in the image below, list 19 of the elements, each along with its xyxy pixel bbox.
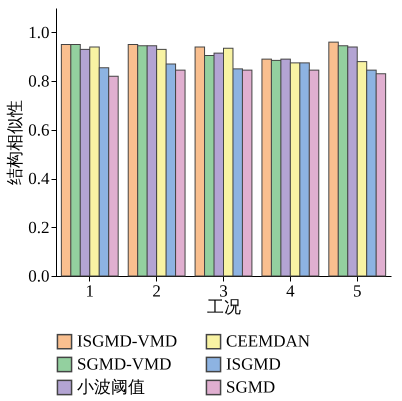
y-axis-title: 结构相似性 — [5, 100, 24, 185]
y-tick-label: 0.4 — [28, 169, 50, 188]
y-tick-label: 0.8 — [28, 72, 50, 91]
y-tick-label: 0.0 — [28, 266, 50, 286]
legend-label: SGMD — [226, 378, 276, 396]
x-tick-label: 4 — [286, 282, 296, 300]
y-tick-label: 0.2 — [28, 218, 50, 237]
x-tick-label: 1 — [86, 282, 94, 300]
y-tick-label: 0.6 — [28, 120, 50, 140]
y-tick-label: 1.0 — [28, 22, 50, 42]
legend-label: ISGMD — [226, 354, 281, 374]
x-axis-title: 工况 — [207, 298, 241, 316]
legend-label: ISGMD-VMD — [77, 332, 178, 351]
x-tick-label: 5 — [352, 282, 362, 300]
x-tick-label: 3 — [219, 282, 228, 300]
x-tick-label: 2 — [152, 282, 161, 300]
legend-label: SGMD-VMD — [77, 354, 172, 374]
legend-label: CEEMDAN — [226, 332, 310, 351]
legend-label: 小波阈值 — [77, 378, 145, 396]
